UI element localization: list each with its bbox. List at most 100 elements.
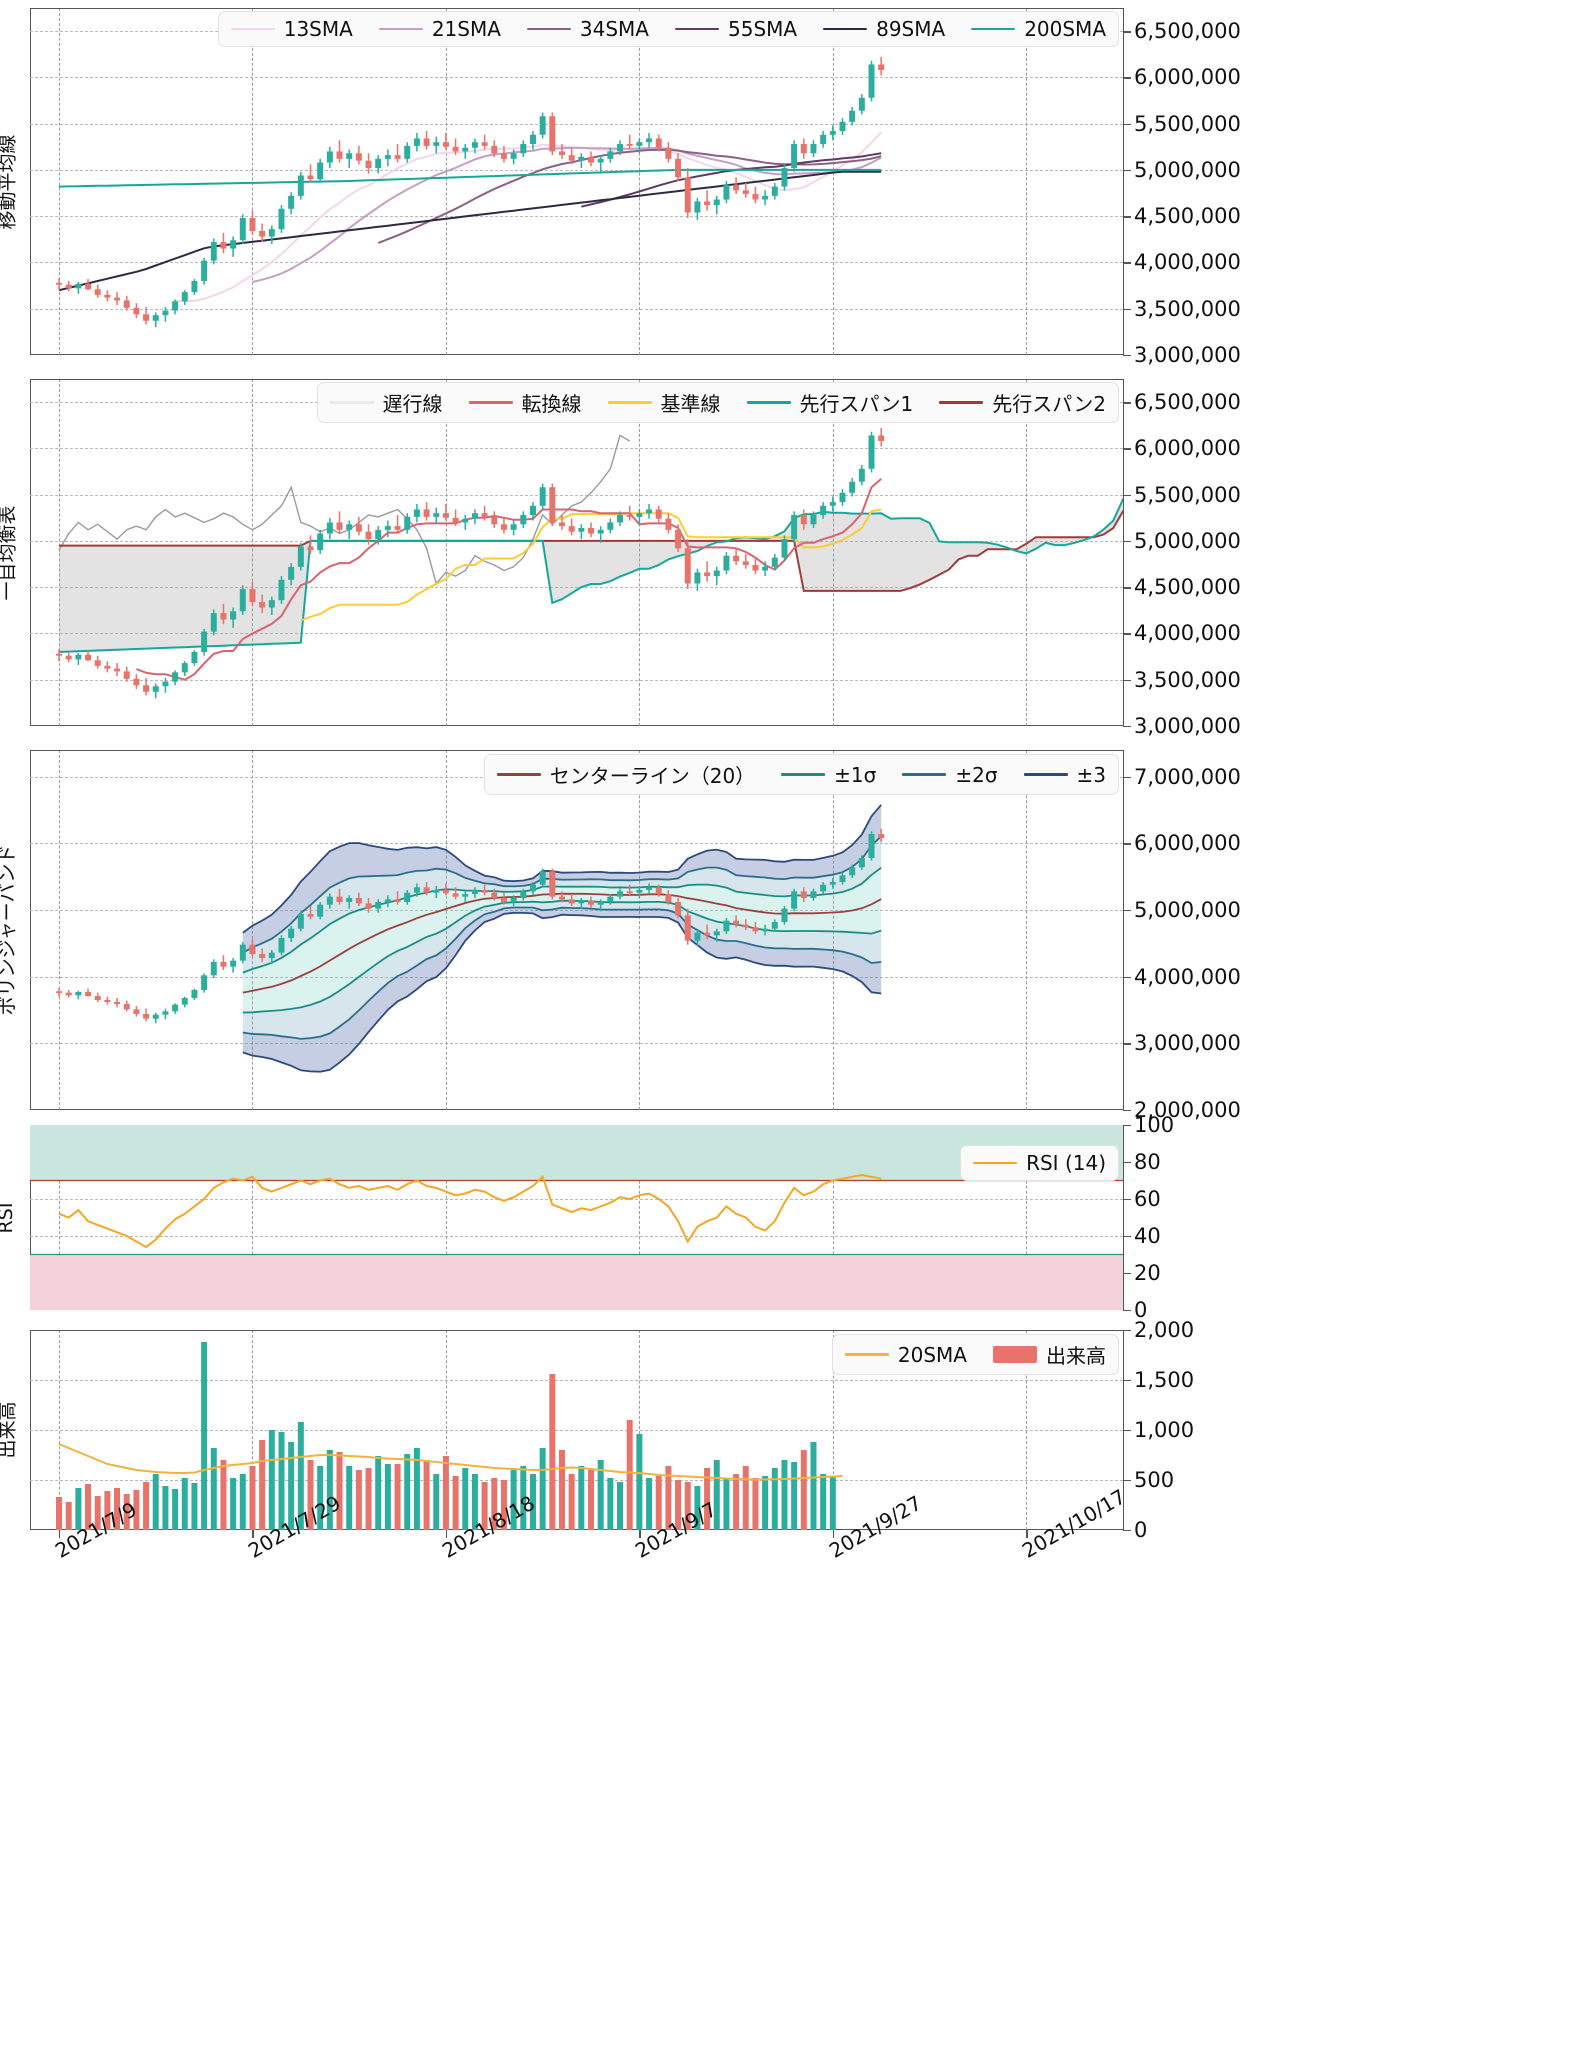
gridline-h — [30, 1162, 1123, 1163]
legend-label: 200SMA — [1024, 17, 1106, 41]
ytick-mark — [1123, 910, 1131, 912]
legend-item-moving-average-5[interactable]: 200SMA — [971, 17, 1106, 41]
legend-label: ±2σ — [955, 762, 998, 787]
top-spine — [30, 750, 1123, 752]
gridline-h — [30, 1236, 1123, 1237]
gridline-v — [639, 8, 641, 355]
legend-item-bollinger-0[interactable]: センターライン（20） — [496, 760, 755, 789]
ytick-label-rsi: 20 — [1134, 1261, 1161, 1285]
legend-item-moving-average-1[interactable]: 21SMA — [378, 17, 501, 41]
top-spine — [30, 1125, 1123, 1127]
ytick-label-ichimoku: 3,000,000 — [1134, 714, 1241, 738]
ytick-mark — [1123, 587, 1131, 589]
legend-line-icon — [844, 1353, 889, 1356]
gridline-v — [252, 8, 254, 355]
gridline-h — [30, 1043, 1123, 1045]
gridline-v — [445, 750, 447, 1110]
ytick-mark — [1123, 262, 1131, 264]
ytick-mark — [1123, 976, 1131, 979]
legend-item-moving-average-4[interactable]: 89SMA — [823, 17, 945, 41]
legend-item-moving-average-3[interactable]: 55SMA — [675, 17, 797, 41]
ytick-label-moving-average: 5,000,000 — [1134, 157, 1241, 182]
legend-item-moving-average-2[interactable]: 34SMA — [526, 17, 649, 41]
ytick-label-moving-average: 3,500,000 — [1134, 296, 1241, 321]
legend-label: 基準線 — [660, 392, 721, 416]
plot-area-ichimoku — [30, 379, 1123, 726]
ytick-mark — [1123, 633, 1131, 635]
legend-ichimoku[interactable]: 遅行線 転換線 基準線 先行スパン1 先行スパン2 — [316, 382, 1119, 423]
legend-line-icon — [526, 27, 571, 31]
legend-label: 13SMA — [283, 17, 353, 41]
ytick-label-rsi: 40 — [1134, 1224, 1161, 1248]
legend-item-ichimoku-2[interactable]: 基準線 — [607, 388, 721, 417]
ytick-label-volume: 1,500 — [1134, 1368, 1195, 1392]
ytick-mark — [1123, 402, 1131, 404]
legend-label: RSI (14) — [1026, 1151, 1106, 1175]
gridline-v — [445, 1125, 447, 1310]
gridline-v — [1026, 1330, 1028, 1530]
legend-item-ichimoku-3[interactable]: 先行スパン1 — [746, 388, 913, 417]
ytick-label-ichimoku: 4,500,000 — [1134, 575, 1241, 600]
legend-item-ichimoku-0[interactable]: 遅行線 — [329, 388, 443, 417]
legend-item-volume-0[interactable]: 20SMA — [844, 1343, 967, 1367]
legend-item-moving-average-0[interactable]: 13SMA — [230, 17, 353, 41]
ytick-label-moving-average: 4,500,000 — [1134, 204, 1241, 229]
legend-line-icon — [973, 1161, 1018, 1165]
gridline-h — [30, 494, 1123, 496]
gridline-h — [30, 308, 1123, 310]
ytick-mark — [1123, 355, 1131, 357]
legend-item-volume-1[interactable]: 出来高 — [993, 1340, 1106, 1369]
axis-label-volume: 出来高 — [0, 1401, 19, 1459]
legend-label: 転換線 — [521, 392, 582, 416]
xtick-mark — [1026, 1530, 1028, 1538]
legend-bollinger[interactable]: センターライン（20） ±1σ ±2σ ±3 — [483, 754, 1119, 795]
gridline-h — [30, 216, 1123, 218]
gridline-v — [1026, 1125, 1028, 1310]
ytick-label-ichimoku: 5,500,000 — [1134, 482, 1241, 507]
right-spine — [1123, 1125, 1125, 1310]
gridline-h — [30, 910, 1123, 911]
ytick-mark — [1123, 776, 1131, 779]
legend-label: 21SMA — [431, 17, 501, 41]
legend-item-bollinger-2[interactable]: ±2σ — [902, 762, 998, 787]
ytick-label-rsi: 100 — [1134, 1113, 1175, 1137]
gridline-h — [30, 448, 1123, 450]
legend-item-bollinger-3[interactable]: ±3 — [1023, 763, 1106, 787]
ytick-mark — [1123, 1273, 1131, 1275]
ytick-label-moving-average: 6,000,000 — [1134, 65, 1241, 90]
legend-label: ±1σ — [834, 762, 877, 787]
ytick-mark — [1123, 77, 1131, 79]
gridline-v — [445, 1330, 447, 1530]
legend-item-ichimoku-1[interactable]: 転換線 — [468, 388, 582, 417]
gridline-h — [30, 1273, 1123, 1274]
gridline-h — [30, 540, 1123, 542]
legend-swatch-icon — [993, 1346, 1037, 1363]
legend-item-bollinger-1[interactable]: ±1σ — [781, 763, 876, 787]
gridline-h — [30, 1430, 1123, 1431]
legend-rsi[interactable]: RSI (14) — [960, 1145, 1119, 1181]
plot-area-moving-average — [30, 8, 1123, 355]
ytick-label-volume: 500 — [1134, 1468, 1175, 1492]
legend-label: 遅行線 — [382, 392, 443, 416]
legend-item-rsi-0[interactable]: RSI (14) — [973, 1151, 1106, 1175]
ytick-label-bollinger: 3,000,000 — [1134, 1031, 1241, 1056]
axis-label-bollinger: ボリンジャーバンド — [0, 844, 19, 1016]
gridline-h — [30, 1199, 1123, 1200]
legend-item-ichimoku-4[interactable]: 先行スパン2 — [939, 388, 1106, 417]
ytick-label-volume: 1,000 — [1134, 1418, 1195, 1442]
ytick-mark — [1123, 1162, 1131, 1164]
legend-label: 55SMA — [728, 17, 798, 41]
legend-line-icon — [230, 27, 275, 31]
legend-moving-average[interactable]: 13SMA 21SMA 34SMA 55SMA 89SMA 200SMA — [217, 11, 1119, 47]
gridline-v — [59, 1330, 61, 1530]
gridline-v — [59, 379, 61, 726]
legend-volume[interactable]: 20SMA 出来高 — [831, 1334, 1119, 1375]
xtick-mark — [445, 1530, 448, 1538]
legend-line-icon — [329, 401, 374, 404]
legend-line-icon — [496, 773, 541, 776]
gridline-v — [639, 1125, 641, 1310]
gridline-v — [252, 1125, 254, 1310]
ytick-label-ichimoku: 5,000,000 — [1134, 528, 1241, 553]
gridline-v — [832, 8, 834, 355]
